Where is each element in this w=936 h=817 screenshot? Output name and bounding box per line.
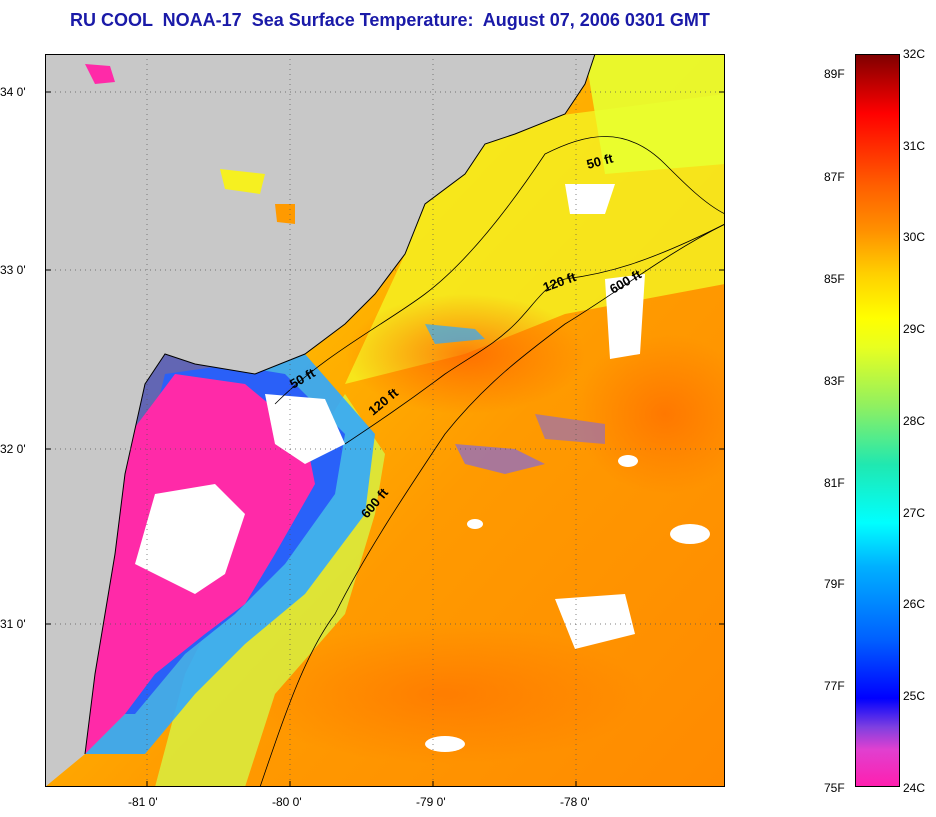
lon-label: -78 0' — [560, 795, 590, 809]
celsius-label: 28C — [903, 414, 926, 428]
lon-label: -81 0' — [128, 795, 158, 809]
colorbar — [855, 54, 900, 787]
lat-label: 32 0' — [0, 442, 26, 456]
land — [45, 54, 595, 787]
lat-label: 33 0' — [0, 263, 26, 277]
celsius-label: 30C — [903, 230, 926, 244]
celsius-label: 26C — [903, 597, 926, 611]
fahrenheit-label: 85F — [824, 272, 845, 286]
fahrenheit-label: 89F — [824, 67, 845, 81]
contour-600ft — [259, 223, 725, 787]
contour-120ft — [344, 223, 725, 445]
contour-50ft — [274, 136, 725, 405]
lon-label: -79 0' — [416, 795, 446, 809]
celsius-label: 25C — [903, 689, 926, 703]
coastline — [84, 54, 596, 755]
sst-map: 50 ft 120 ft 600 ft 50 ft 120 ft 600 ft — [45, 54, 725, 787]
grid — [45, 54, 725, 787]
cloud-patch — [265, 394, 345, 464]
celsius-label: 27C — [903, 506, 926, 520]
celsius-label: 31C — [903, 139, 926, 153]
lat-label: 31 0' — [0, 617, 26, 631]
fahrenheit-label: 75F — [824, 781, 845, 795]
celsius-label: 32C — [903, 47, 926, 61]
fahrenheit-label: 81F — [824, 476, 845, 490]
celsius-label: 24C — [903, 781, 926, 795]
fahrenheit-label: 77F — [824, 679, 845, 693]
lat-label: 34 0' — [0, 85, 26, 99]
lon-label: -80 0' — [272, 795, 302, 809]
fahrenheit-label: 87F — [824, 170, 845, 184]
map-title: RU COOL NOAA-17 Sea Surface Temperature:… — [70, 10, 710, 30]
contour-label: 50 ft — [585, 150, 615, 172]
celsius-label: 29C — [903, 322, 926, 336]
fahrenheit-label: 83F — [824, 374, 845, 388]
fahrenheit-label: 79F — [824, 577, 845, 591]
